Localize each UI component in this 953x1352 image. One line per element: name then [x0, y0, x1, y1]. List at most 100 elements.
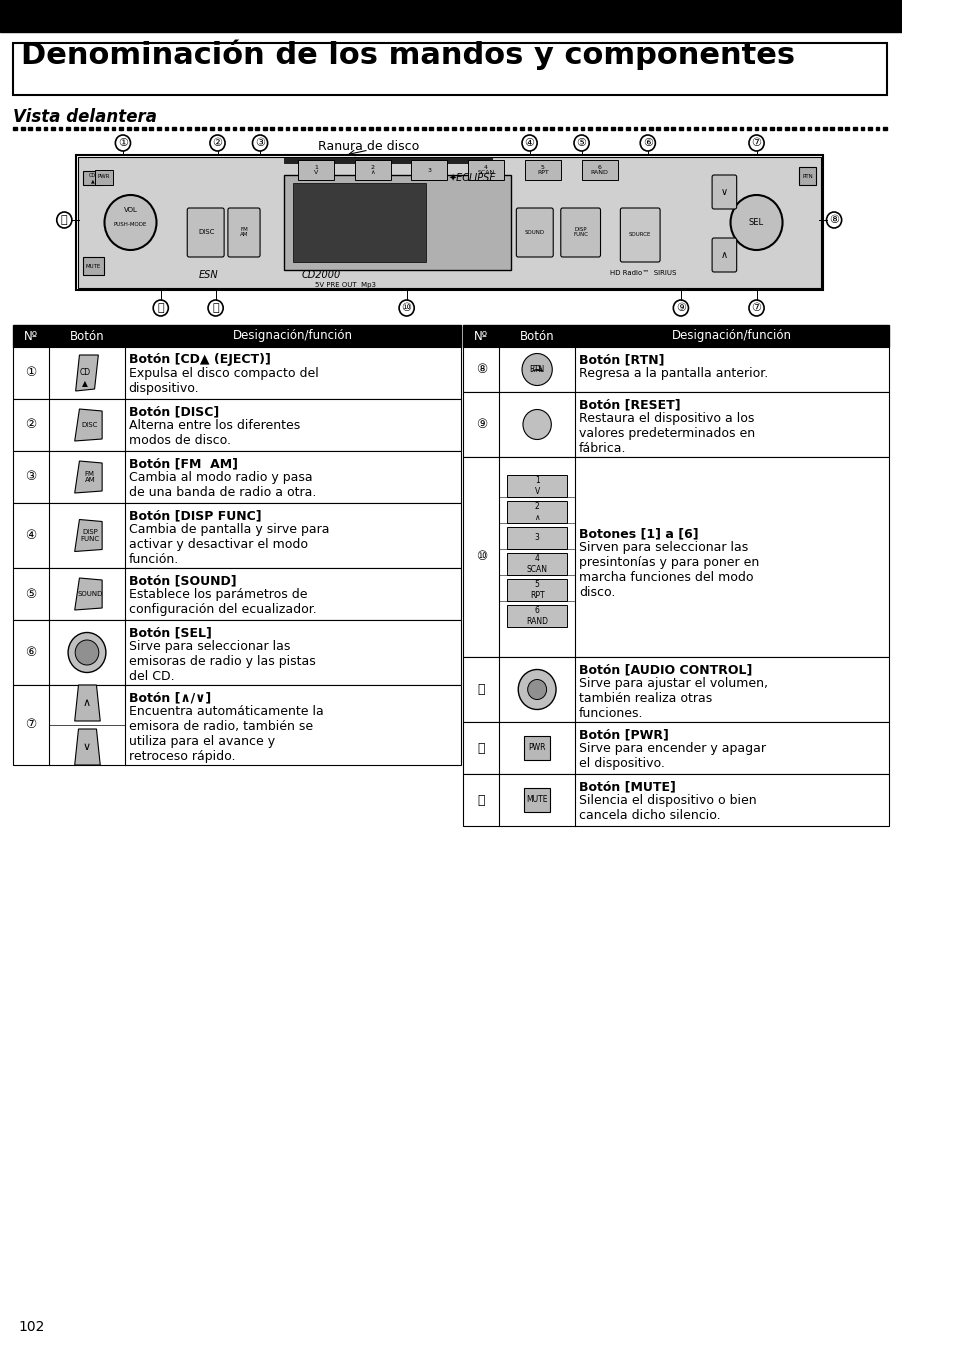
Text: SOUND: SOUND — [524, 230, 544, 234]
Ellipse shape — [748, 135, 763, 151]
Bar — [13, 452, 460, 503]
Bar — [468, 160, 503, 180]
Bar — [13, 347, 460, 399]
Bar — [77, 157, 820, 288]
Bar — [467, 127, 471, 130]
Text: DISC: DISC — [198, 228, 214, 235]
Ellipse shape — [521, 353, 552, 385]
Text: ⑤: ⑤ — [576, 138, 586, 147]
Bar — [411, 160, 447, 180]
Text: ⑪: ⑪ — [213, 303, 218, 314]
Bar — [618, 127, 621, 130]
Bar — [429, 127, 433, 130]
Bar — [361, 127, 365, 130]
Text: Sirve para ajustar el volumen,
también realiza otras
funciones.: Sirve para ajustar el volumen, también r… — [578, 677, 767, 721]
Ellipse shape — [75, 639, 99, 665]
Text: ④: ④ — [26, 529, 37, 542]
Text: Botón [RESET]: Botón [RESET] — [578, 397, 679, 411]
Bar — [271, 127, 274, 130]
Ellipse shape — [517, 669, 556, 710]
Bar — [625, 127, 629, 130]
Bar — [391, 127, 395, 130]
Ellipse shape — [210, 135, 225, 151]
Text: ③: ③ — [254, 138, 265, 147]
Bar — [640, 127, 644, 130]
Bar — [506, 553, 567, 575]
Polygon shape — [75, 356, 98, 391]
Bar — [844, 127, 848, 130]
Bar — [814, 127, 818, 130]
Bar — [248, 127, 252, 130]
Bar — [112, 127, 115, 130]
Bar — [300, 127, 304, 130]
Bar — [867, 127, 871, 130]
Text: Botón [FM  AM]: Botón [FM AM] — [129, 457, 237, 470]
Text: ⑩: ⑩ — [401, 303, 411, 314]
Text: ⑥: ⑥ — [26, 646, 37, 658]
Bar — [679, 127, 682, 130]
Text: ⑫: ⑫ — [477, 741, 484, 754]
Bar — [51, 127, 54, 130]
Text: ⑧: ⑧ — [828, 215, 839, 224]
Bar — [346, 127, 350, 130]
Bar — [739, 127, 742, 130]
Bar — [134, 127, 138, 130]
Text: DISC: DISC — [82, 422, 98, 429]
Text: ②: ② — [26, 419, 37, 431]
Bar — [233, 127, 236, 130]
Bar — [96, 127, 100, 130]
Bar — [754, 127, 758, 130]
FancyBboxPatch shape — [711, 238, 736, 272]
Ellipse shape — [153, 300, 168, 316]
Bar — [436, 127, 440, 130]
Text: 6
RAND: 6 RAND — [590, 165, 608, 176]
Text: ①: ① — [26, 366, 37, 380]
Text: 1
V: 1 V — [534, 476, 539, 496]
Text: Botón [DISC]: Botón [DISC] — [129, 406, 218, 418]
Text: ②: ② — [213, 138, 222, 147]
Bar — [527, 127, 531, 130]
Text: ∧: ∧ — [83, 698, 91, 708]
Text: 6
RAND: 6 RAND — [526, 606, 548, 626]
Bar — [558, 127, 561, 130]
Polygon shape — [74, 579, 102, 610]
Bar — [807, 127, 811, 130]
Text: Designación/función: Designación/función — [671, 330, 791, 342]
Text: ⑨: ⑨ — [675, 303, 685, 314]
Text: Nº: Nº — [474, 330, 488, 342]
Bar — [506, 527, 567, 549]
Bar — [13, 685, 460, 765]
Text: Vista delantera: Vista delantera — [13, 108, 157, 126]
Text: 4
SCAN: 4 SCAN — [476, 165, 495, 176]
Text: PUSH-MODE: PUSH-MODE — [113, 222, 147, 227]
Bar — [731, 127, 735, 130]
Bar — [463, 722, 888, 773]
Bar — [565, 127, 569, 130]
Text: ⑦: ⑦ — [751, 138, 760, 147]
Text: 5V PRE OUT  Mp3: 5V PRE OUT Mp3 — [314, 283, 375, 288]
Text: Botón [SEL]: Botón [SEL] — [129, 626, 212, 639]
Bar — [157, 127, 161, 130]
Text: Botón: Botón — [70, 330, 104, 342]
Bar — [633, 127, 637, 130]
Ellipse shape — [398, 300, 414, 316]
Bar — [602, 127, 606, 130]
Bar — [588, 127, 592, 130]
Bar — [463, 324, 888, 347]
Bar — [285, 127, 289, 130]
Text: Expulsa el disco compacto del
dispositivo.: Expulsa el disco compacto del dispositiv… — [129, 366, 318, 395]
Bar — [506, 604, 567, 627]
Text: Botón [AUDIO CONTROL]: Botón [AUDIO CONTROL] — [578, 662, 751, 676]
Bar — [581, 160, 617, 180]
Text: SOURCE: SOURCE — [628, 233, 651, 238]
Text: ④: ④ — [524, 138, 534, 147]
Bar — [13, 568, 460, 621]
Bar — [542, 127, 546, 130]
Bar — [36, 127, 40, 130]
Text: DISP
FUNC: DISP FUNC — [573, 227, 588, 238]
Bar — [746, 127, 750, 130]
Bar — [777, 127, 781, 130]
Bar — [671, 127, 675, 130]
Text: 4
SCAN: 4 SCAN — [526, 554, 547, 573]
Bar — [13, 399, 460, 452]
